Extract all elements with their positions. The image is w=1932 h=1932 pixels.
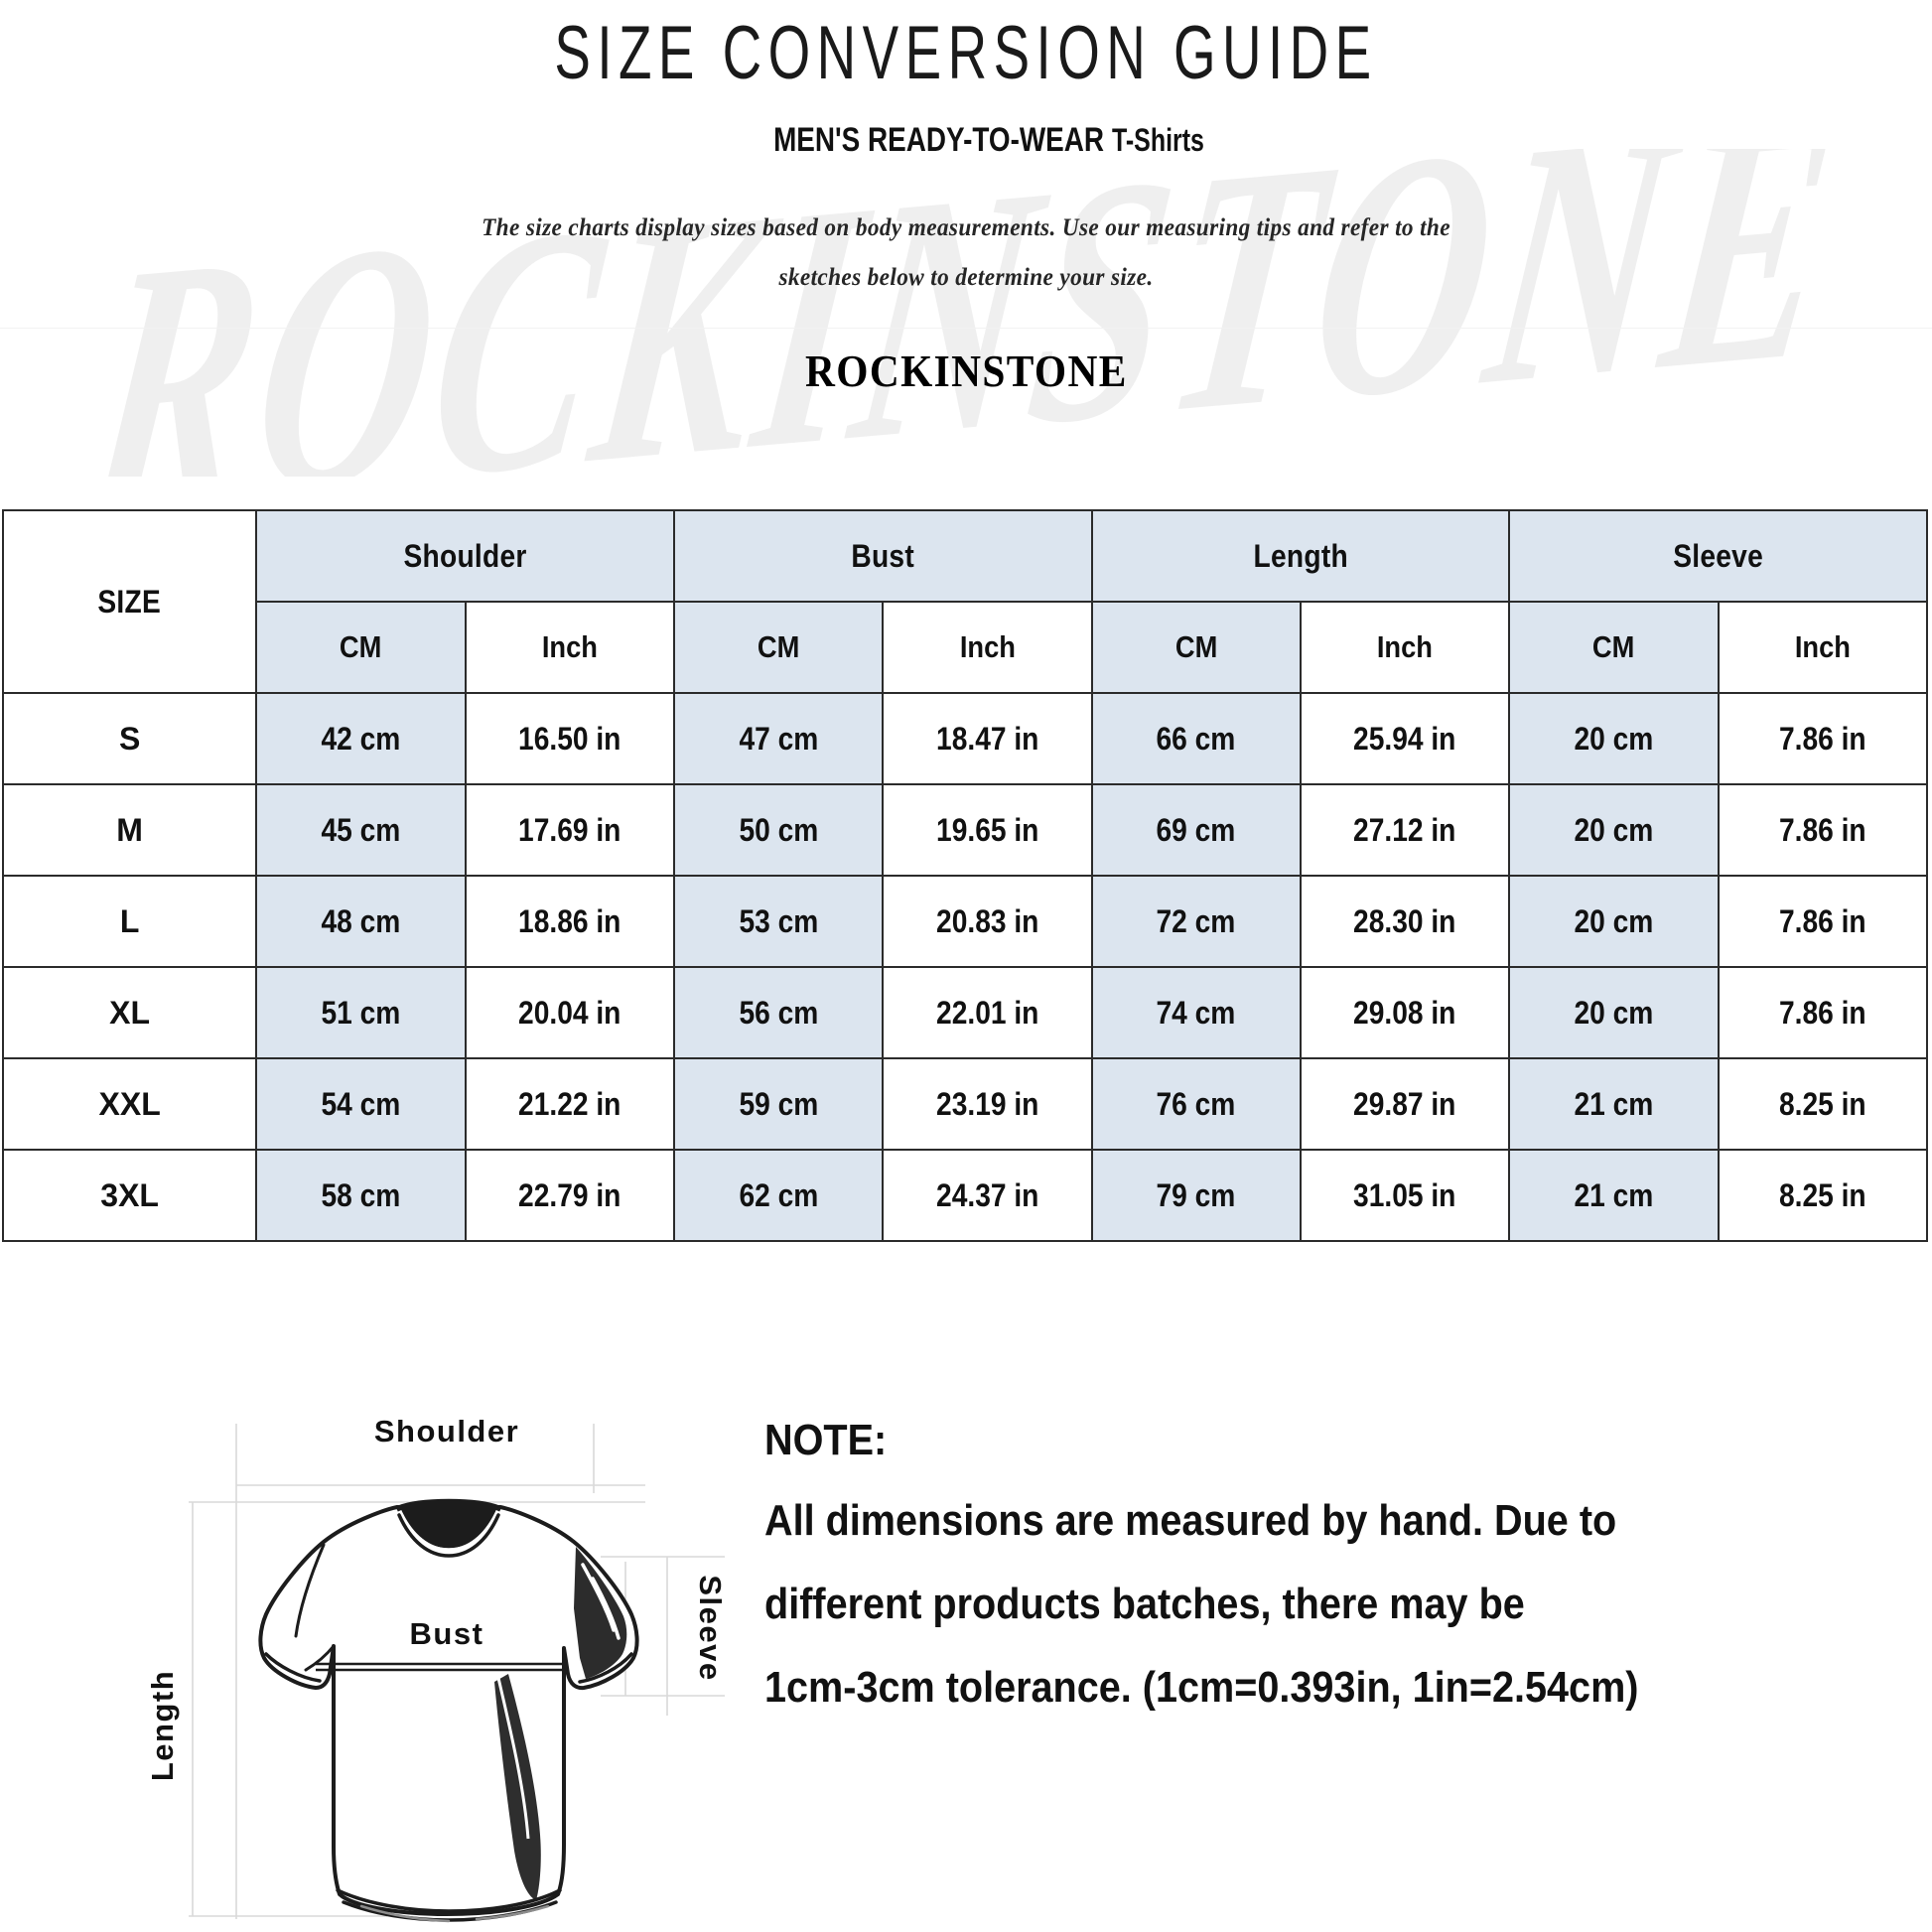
size-label-cell: L xyxy=(1,875,258,968)
header-group-bust: Bust xyxy=(672,509,1093,603)
table-unit-header-row: CM Inch CM Inch CM Inch CM Inch xyxy=(3,601,1929,694)
diagram-label-bust: Bust xyxy=(410,1616,484,1651)
measurement-cell: 20 cm xyxy=(1508,783,1720,877)
measurement-cell: 62 cm xyxy=(672,1149,885,1242)
measurement-cell: 7.86 in xyxy=(1717,783,1929,877)
measurement-cell: 7.86 in xyxy=(1717,966,1929,1059)
measurement-cell: 31.05 in xyxy=(1299,1149,1511,1242)
table-row: L 48 cm 18.86 in 53 cm 20.83 in 72 cm 28.30 in… xyxy=(1,875,1929,968)
measurement-cell: 76 cm xyxy=(1090,1057,1302,1151)
measurement-cell: 20 cm xyxy=(1508,966,1720,1059)
table-body: S 42 cm 16.50 in 47 cm 18.47 in 66 cm 25.94 in… xyxy=(1,692,1929,1242)
table-head: SIZE Shoulder Bust Length Sleeve CM Inch… xyxy=(1,509,1929,694)
size-conversion-table: SIZE Shoulder Bust Length Sleeve CM Inch… xyxy=(1,509,1929,1242)
header-group-sleeve: Sleeve xyxy=(1508,509,1928,603)
measurement-cell: 24.37 in xyxy=(882,1149,1093,1242)
measurement-cell: 20 cm xyxy=(1508,692,1720,785)
measurement-cell: 17.69 in xyxy=(464,783,675,877)
diagram-label-shoulder: Shoulder xyxy=(374,1414,519,1449)
measurement-cell: 69 cm xyxy=(1090,783,1302,877)
measurement-cell: 20.04 in xyxy=(464,966,675,1059)
brand-name: ROCKINSTONE xyxy=(804,345,1128,396)
measurement-cell: 79 cm xyxy=(1090,1149,1302,1242)
subtitle: MEN'S READY-TO-WEAR T-Shirts xyxy=(0,121,1932,160)
measurement-cell: 48 cm xyxy=(255,875,467,968)
measurement-cell: 20 cm xyxy=(1508,875,1720,968)
measurement-cell: 22.79 in xyxy=(464,1149,675,1242)
measurement-cell: 7.86 in xyxy=(1717,875,1929,968)
header-unit-shoulder-inch: Inch xyxy=(464,601,675,694)
measurement-cell: 22.01 in xyxy=(882,966,1093,1059)
measurement-cell: 21.22 in xyxy=(464,1057,675,1151)
header-unit-shoulder-cm: CM xyxy=(255,601,467,694)
table-row: 3XL 58 cm 22.79 in 62 cm 24.37 in 79 cm 31.05 … xyxy=(1,1149,1929,1242)
measurement-cell: 74 cm xyxy=(1090,966,1302,1059)
size-label-cell: S xyxy=(1,692,258,785)
table-row: XXL 54 cm 21.22 in 59 cm 23.19 in 76 cm 29.87 … xyxy=(1,1057,1929,1151)
size-label-cell: 3XL xyxy=(1,1149,258,1242)
measurement-cell: 42 cm xyxy=(255,692,467,785)
header-unit-bust-cm: CM xyxy=(672,601,885,694)
measurement-cell: 51 cm xyxy=(255,966,467,1059)
measurement-cell: 50 cm xyxy=(672,783,885,877)
measurement-cell: 29.08 in xyxy=(1299,966,1511,1059)
size-table-container: SIZE Shoulder Bust Length Sleeve CM Inch… xyxy=(1,509,1929,1242)
header-unit-length-cm: CM xyxy=(1090,601,1302,694)
subtitle-category: MEN'S READY-TO-WEAR xyxy=(773,120,1105,159)
table-row: S 42 cm 16.50 in 47 cm 18.47 in 66 cm 25.94 in… xyxy=(1,692,1929,785)
header-unit-sleeve-inch: Inch xyxy=(1717,601,1929,694)
size-label-cell: XXL xyxy=(1,1057,258,1151)
note-line-1: All dimensions are measured by hand. Due… xyxy=(764,1496,1617,1545)
header: SIZE CONVERSION GUIDE MEN'S READY-TO-WEA… xyxy=(0,0,1932,397)
table-row: M 45 cm 17.69 in 50 cm 19.65 in 69 cm 27.12 in… xyxy=(1,783,1929,877)
page-title: SIZE CONVERSION GUIDE xyxy=(554,11,1378,95)
measurement-cell: 53 cm xyxy=(672,875,885,968)
note-line-3: 1cm-3cm tolerance. (1cm=0.393in, 1in=2.5… xyxy=(764,1663,1639,1712)
diagram-label-sleeve: Sleeve xyxy=(693,1575,728,1681)
measurement-cell: 59 cm xyxy=(672,1057,885,1151)
measurement-cell: 72 cm xyxy=(1090,875,1302,968)
measurement-cell: 8.25 in xyxy=(1717,1149,1929,1242)
measurement-cell: 27.12 in xyxy=(1299,783,1511,877)
measurement-cell: 16.50 in xyxy=(464,692,675,785)
header-unit-sleeve-cm: CM xyxy=(1508,601,1720,694)
measurement-cell: 21 cm xyxy=(1508,1057,1720,1151)
measurement-cell: 8.25 in xyxy=(1717,1057,1929,1151)
measurement-cell: 54 cm xyxy=(255,1057,467,1151)
measurement-cell: 19.65 in xyxy=(882,783,1093,877)
note-title: NOTE: xyxy=(764,1416,888,1464)
measurement-cell: 45 cm xyxy=(255,783,467,877)
note-line-2: different products batches, there may be xyxy=(764,1580,1525,1628)
header-size: SIZE xyxy=(1,509,258,694)
table-row: XL 51 cm 20.04 in 56 cm 22.01 in 74 cm 29.08 i… xyxy=(1,966,1929,1059)
header-unit-bust-inch: Inch xyxy=(882,601,1093,694)
note-block: NOTE: All dimensions are measured by han… xyxy=(764,1416,1896,1749)
description-text: The size charts display sizes based on b… xyxy=(482,213,1450,291)
tshirt-measurement-diagram: Shoulder Bust Sleeve Length xyxy=(149,1398,764,1932)
measurement-cell: 20.83 in xyxy=(882,875,1093,968)
measurement-cell: 21 cm xyxy=(1508,1149,1720,1242)
watermark-divider-rule xyxy=(0,328,1932,329)
measurement-cell: 23.19 in xyxy=(882,1057,1093,1151)
measurement-cell: 25.94 in xyxy=(1299,692,1511,785)
measurement-cell: 29.87 in xyxy=(1299,1057,1511,1151)
table-group-header-row: SIZE Shoulder Bust Length Sleeve xyxy=(1,509,1928,694)
measurement-cell: 66 cm xyxy=(1090,692,1302,785)
measurement-cell: 58 cm xyxy=(255,1149,467,1242)
header-unit-length-inch: Inch xyxy=(1299,601,1511,694)
measurement-cell: 7.86 in xyxy=(1717,692,1929,785)
measurement-cell: 47 cm xyxy=(672,692,885,785)
diagram-label-length: Length xyxy=(149,1670,180,1781)
measurement-cell: 56 cm xyxy=(672,966,885,1059)
measurement-cell: 28.30 in xyxy=(1299,875,1511,968)
size-label-cell: XL xyxy=(1,966,258,1059)
header-group-shoulder: Shoulder xyxy=(255,509,675,603)
header-group-length: Length xyxy=(1090,509,1511,603)
subtitle-product: T-Shirts xyxy=(1112,121,1205,158)
measurement-cell: 18.86 in xyxy=(464,875,675,968)
size-label-cell: M xyxy=(1,783,258,877)
bottom-section: Shoulder Bust Sleeve Length NOTE: All di… xyxy=(0,1398,1932,1932)
measurement-cell: 18.47 in xyxy=(882,692,1093,785)
